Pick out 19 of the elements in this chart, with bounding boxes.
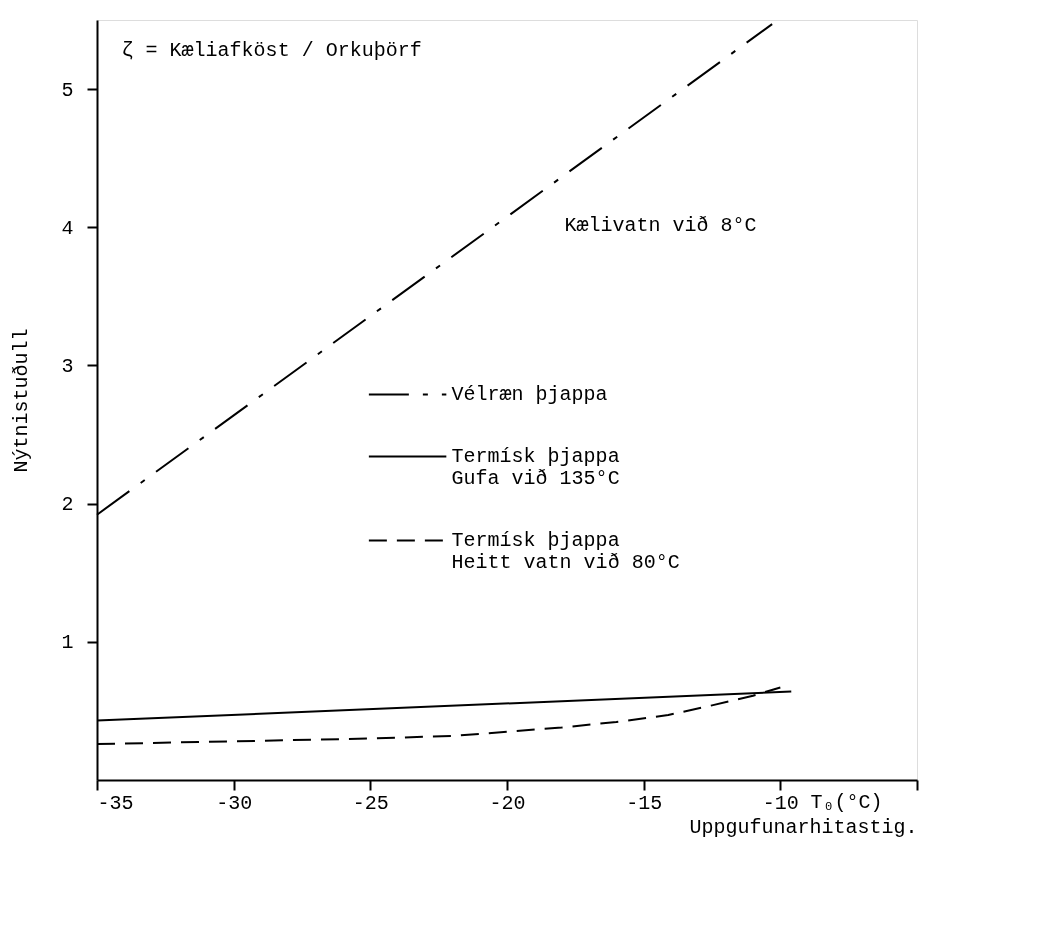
y-tick-label: 3 [61,354,74,378]
x-tick-label: -20 [489,791,526,815]
y-axis-title: Nýtnistuðull [10,328,34,473]
x-tick-label: -10 [762,791,799,815]
x-axis-title: Uppgufunarhitastig. [689,815,918,839]
x-tick-label: -15 [626,791,663,815]
y-tick-label: 4 [61,216,74,240]
x-tick-label: -35 [97,791,134,815]
x-tick-label: -25 [352,791,389,815]
y-tick-label: 1 [61,631,74,655]
text: T₀(°C) [810,791,883,814]
annotation: Kælivatn við 8°C [564,214,757,238]
legend-label: Termísk þjappa Gufa við 135°C [451,445,620,491]
x-tick-label: -30 [216,791,253,815]
y-tick-label: 5 [61,78,74,102]
legend-label: Vélræn þjappa [451,383,608,407]
legend-label: Termísk þjappa Heitt vatn við 80°C [451,529,680,575]
annotation: ζ = Kæliafköst / Orkuþörf [121,39,422,63]
y-tick-label: 2 [61,493,74,517]
